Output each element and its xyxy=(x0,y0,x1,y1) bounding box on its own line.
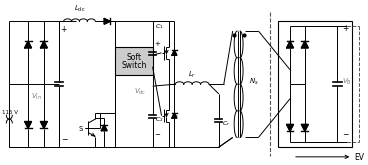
Text: $S_2$: $S_2$ xyxy=(171,113,180,121)
Text: −: − xyxy=(155,132,160,138)
Text: EV: EV xyxy=(354,153,364,162)
Text: $C_2$: $C_2$ xyxy=(155,115,163,124)
Polygon shape xyxy=(104,18,110,24)
Polygon shape xyxy=(287,124,293,131)
Text: 115 V: 115 V xyxy=(2,110,18,115)
Text: +: + xyxy=(61,25,67,33)
Text: −: − xyxy=(61,135,67,144)
Polygon shape xyxy=(172,113,177,118)
Text: $S_1$: $S_1$ xyxy=(171,50,180,59)
Polygon shape xyxy=(25,121,32,128)
Text: $V_{\mathrm{dc}}$: $V_{\mathrm{dc}}$ xyxy=(134,87,146,97)
Polygon shape xyxy=(301,124,308,131)
Text: S: S xyxy=(78,126,83,132)
Text: $L_{\mathrm{dc}}$: $L_{\mathrm{dc}}$ xyxy=(74,3,85,14)
Polygon shape xyxy=(25,41,32,48)
Bar xyxy=(278,21,352,147)
Text: $N_s$: $N_s$ xyxy=(250,77,259,87)
Polygon shape xyxy=(101,125,107,131)
Text: $L_r$: $L_r$ xyxy=(188,69,196,80)
Text: $C_1$: $C_1$ xyxy=(155,22,163,31)
Polygon shape xyxy=(172,50,177,55)
Text: $V_{\mathrm{in}}$: $V_{\mathrm{in}}$ xyxy=(31,92,42,102)
Text: Switch: Switch xyxy=(121,61,146,70)
Text: +: + xyxy=(342,24,349,33)
Polygon shape xyxy=(287,41,293,48)
Bar xyxy=(115,48,153,75)
Text: +: + xyxy=(155,41,160,47)
Polygon shape xyxy=(40,41,47,48)
Text: $C_r$: $C_r$ xyxy=(222,119,230,128)
Text: $V_{\mathrm{B}}$: $V_{\mathrm{B}}$ xyxy=(342,77,352,87)
Polygon shape xyxy=(301,41,308,48)
Polygon shape xyxy=(40,121,47,128)
Text: −: − xyxy=(342,131,349,139)
Text: Soft: Soft xyxy=(126,53,141,62)
